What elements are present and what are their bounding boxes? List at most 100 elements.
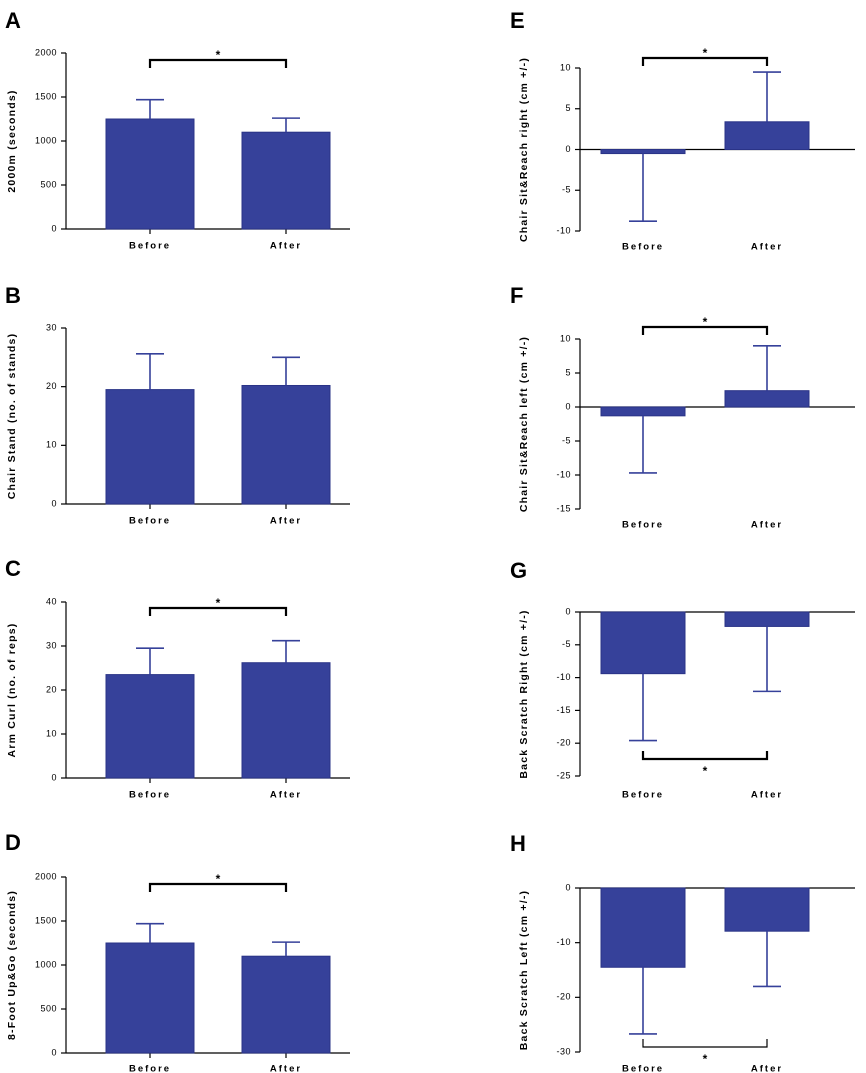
y-axis-title-e: Chair Sit&Reach right (cm +/-) [518,57,530,242]
y-tick-label-a: 1500 [35,91,57,101]
y-axis-title-c: Arm Curl (no. of reps) [6,623,18,758]
panel-letter-h: H [510,831,526,856]
category-label-g-before: Before [622,790,664,801]
bar-g-after [724,611,810,627]
y-tick-label-c: 0 [51,772,57,782]
bar-d-before [105,942,195,1054]
y-tick-label-e: 10 [560,62,571,72]
category-label-c-before: Before [129,790,171,801]
significance-bracket-c [148,606,288,616]
significance-bracket-d [148,882,288,892]
y-tick-label-e: -5 [562,185,571,195]
y-tick-label-e: 5 [565,103,571,113]
significance-star-d: * [216,872,221,886]
category-label-c-after: After [270,790,302,801]
category-label-f-after: After [751,520,783,531]
y-tick-label-f: -10 [556,469,571,479]
y-tick-label-g: -25 [556,770,571,780]
y-tick-label-a: 0 [51,223,57,233]
y-tick-label-h: -30 [556,1046,571,1056]
y-tick-label-d: 1000 [35,959,57,969]
y-tick-label-a: 2000 [35,47,57,57]
category-label-d-after: After [270,1064,302,1073]
bar-a-before [105,118,195,230]
bar-c-after [241,662,331,779]
bar-b-after [241,384,331,505]
panel-letter-a: A [5,8,21,33]
panel-letter-d: D [5,830,21,855]
significance-star-g: * [703,764,708,778]
y-tick-label-b: 10 [46,440,57,450]
y-tick-label-h: -10 [556,937,571,947]
panel-letter-e: E [510,8,525,33]
y-tick-label-a: 1000 [35,135,57,145]
y-axis-title-f: Chair Sit&Reach left (cm +/-) [518,336,530,512]
category-label-b-after: After [270,516,302,527]
bar-h-after [724,887,810,932]
bar-h-before [600,887,686,968]
y-axis-title-g: Back Scratch Right (cm +/-) [518,609,530,778]
bar-f-after [724,390,810,408]
bar-g-before [600,611,686,675]
category-label-e-after: After [751,242,783,253]
y-axis-title-b: Chair Stand (no. of stands) [6,333,18,500]
y-tick-label-c: 10 [46,728,57,738]
category-label-g-after: After [751,790,783,801]
y-axis-title-d: 8-Foot Up&Go (seconds) [6,890,18,1040]
y-axis-title-a: 2000m (seconds) [6,89,18,192]
y-tick-label-d: 1500 [35,915,57,925]
y-tick-label-d: 500 [40,1003,57,1013]
y-tick-label-f: 0 [565,401,571,411]
y-tick-label-b: 30 [46,322,57,332]
significance-star-e: * [703,46,708,60]
y-tick-label-h: -20 [556,992,571,1002]
y-tick-label-e: -10 [556,225,571,235]
category-label-h-after: After [751,1064,783,1073]
y-tick-label-b: 20 [46,381,57,391]
y-tick-label-c: 40 [46,596,57,606]
y-tick-label-g: -5 [562,639,571,649]
panel-letter-f: F [510,283,523,308]
significance-star-c: * [216,596,221,610]
y-tick-label-e: 0 [565,144,571,154]
y-tick-label-h: 0 [565,882,571,892]
bar-d-after [241,955,331,1054]
category-label-b-before: Before [129,516,171,527]
y-tick-label-f: 5 [565,367,571,377]
bar-e-after [724,121,810,150]
y-tick-label-c: 30 [46,640,57,650]
bar-b-before [105,389,195,505]
y-tick-label-d: 2000 [35,871,57,881]
category-label-h-before: Before [622,1064,664,1073]
significance-bracket-f [641,325,769,335]
panel-letter-b: B [5,283,21,308]
bar-f-before [600,406,686,417]
significance-bracket-h [642,1039,768,1048]
y-tick-label-g: -15 [556,705,571,715]
panel-letter-g: G [510,558,527,583]
category-label-a-before: Before [129,241,171,252]
significance-bracket-g [641,751,769,761]
y-axis-title-h: Back Scratch Left (cm +/-) [518,890,530,1050]
bar-e-before [600,149,686,155]
bar-a-after [241,131,331,230]
y-tick-label-f: 10 [560,333,571,343]
category-label-d-before: Before [129,1064,171,1073]
category-label-a-after: After [270,241,302,252]
significance-bracket-a [148,58,288,68]
y-tick-label-d: 0 [51,1047,57,1057]
panel-letter-c: C [5,556,21,581]
category-label-e-before: Before [622,242,664,253]
significance-star-a: * [216,48,221,62]
y-tick-label-g: -20 [556,738,571,748]
category-label-f-before: Before [622,520,664,531]
y-tick-label-c: 20 [46,684,57,694]
significance-bracket-e [641,56,769,66]
significance-star-f: * [703,315,708,329]
y-tick-label-g: -10 [556,672,571,682]
y-tick-label-a: 500 [40,179,57,189]
significance-star-h: * [703,1052,708,1066]
bar-c-before [105,674,195,779]
y-tick-label-f: -15 [556,503,571,513]
